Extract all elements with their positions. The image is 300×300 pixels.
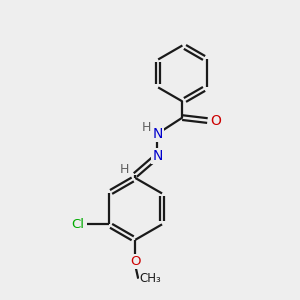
Text: H: H	[119, 163, 129, 176]
Text: H: H	[142, 121, 151, 134]
Text: O: O	[130, 255, 140, 268]
Text: N: N	[152, 127, 163, 141]
Text: Cl: Cl	[71, 218, 84, 231]
Text: N: N	[152, 149, 163, 163]
Text: CH₃: CH₃	[140, 272, 161, 285]
Text: O: O	[210, 114, 221, 128]
